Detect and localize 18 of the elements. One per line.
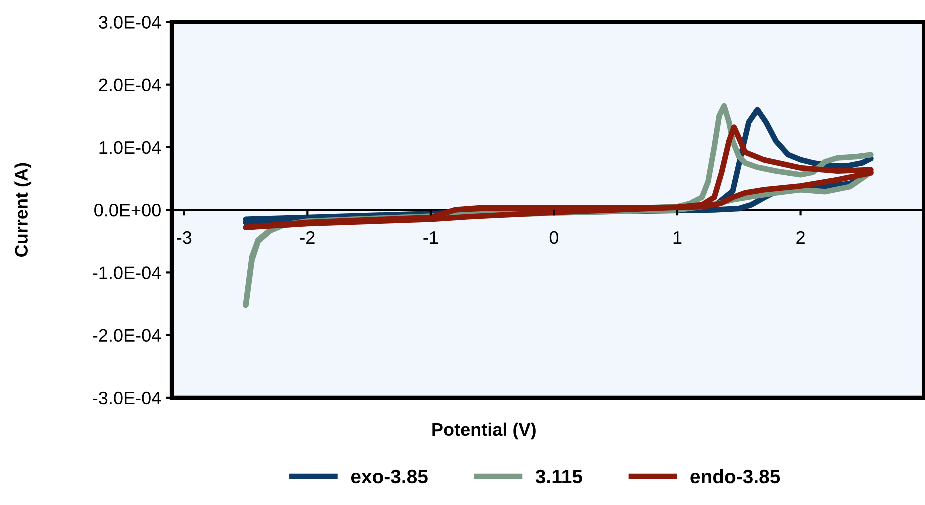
x-tick-label: -1 <box>424 232 438 244</box>
y-tick-label: -2.0E-04 <box>93 329 162 342</box>
legend-label: endo-3.85 <box>690 469 780 484</box>
legend-label: 3.115 <box>536 470 582 484</box>
y-tick-label: -1.0E-04 <box>93 266 162 280</box>
x-tick-label: 0 <box>550 231 559 244</box>
y-tick-label: 0.0E+00 <box>94 204 161 217</box>
y-axis-title: Current (A) <box>14 163 32 257</box>
y-tick-label: 2.0E-04 <box>99 78 162 92</box>
x-tick-label: -3 <box>177 231 192 244</box>
y-tick-label: -3.0E-04 <box>93 392 162 405</box>
x-axis-title: Potential (V) <box>432 422 536 440</box>
x-tick-label: -2 <box>300 231 315 244</box>
y-tick-label: 3.0E-04 <box>99 16 162 29</box>
x-tick-label: 1 <box>674 232 682 244</box>
y-tick-label: 1.0E-04 <box>100 141 162 154</box>
x-tick-label: 2 <box>796 231 805 244</box>
legend-label: exo-3.85 <box>351 470 428 484</box>
